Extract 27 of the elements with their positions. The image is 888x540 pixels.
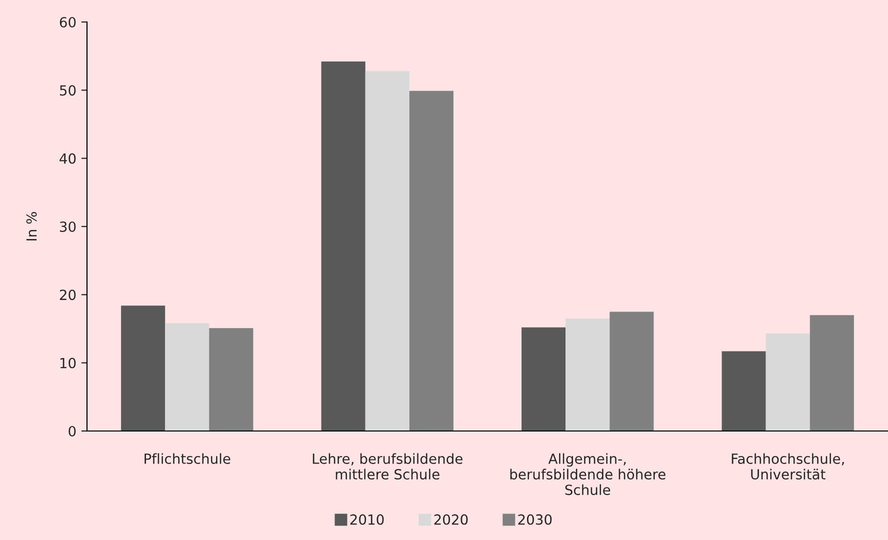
y-tick-label: 60 [60,16,76,28]
x-tick-label: Fachhochschule, Universität [732,453,844,480]
y-tick-label: 10 [60,358,76,368]
bar [409,90,454,431]
bar [610,312,654,431]
x-tick-label: Lehre, berufsbildende mittlere Schule [312,453,462,480]
y-tick-label: 0 [68,426,76,436]
bar [121,306,166,431]
bar [722,351,766,431]
y-tick-label: 40 [60,153,76,164]
legend-label: 2020 [434,514,468,525]
x-tick-label: Allgemein-, berufsbildende höhere Schule [510,453,666,496]
bar [766,334,810,431]
bar [522,327,566,431]
y-tick-label: 20 [60,290,76,300]
bar [365,71,410,431]
bar [165,323,210,431]
bar [321,62,366,431]
bar [209,328,254,431]
y-tick-label: 50 [60,85,76,96]
legend-label: 2030 [518,514,552,525]
legend-label: 2010 [350,514,384,525]
bar [566,318,610,431]
y-axis-title: In % [26,212,37,240]
y-tick-label: 30 [60,221,76,232]
bar [810,315,854,431]
x-tick-label: Pflichtschule [144,453,230,464]
